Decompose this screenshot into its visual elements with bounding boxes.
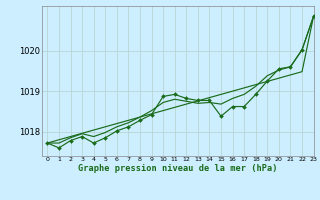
X-axis label: Graphe pression niveau de la mer (hPa): Graphe pression niveau de la mer (hPa) (78, 164, 277, 173)
